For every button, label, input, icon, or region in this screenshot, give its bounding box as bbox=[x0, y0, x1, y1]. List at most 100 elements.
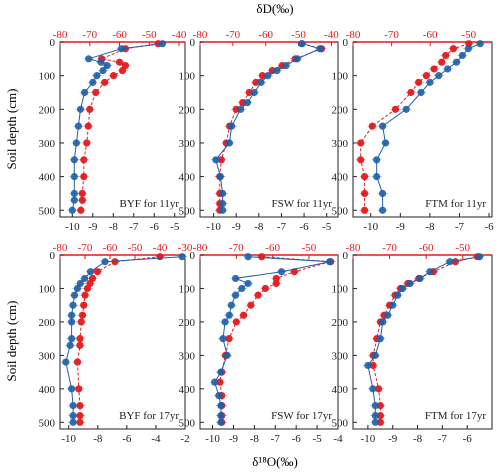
panel-title: FTM for 17yr bbox=[425, 410, 486, 422]
y-tick-label: 500 bbox=[179, 205, 196, 217]
y-tick-label: 0 bbox=[190, 250, 196, 262]
y-tick-label: 300 bbox=[39, 350, 56, 362]
bottom-tick-label: -9 bbox=[396, 221, 406, 233]
d18O-data-point bbox=[406, 279, 414, 288]
d18O-data-point bbox=[70, 173, 78, 181]
d18O-data-point bbox=[219, 335, 227, 343]
top-tick-label: -70 bbox=[382, 242, 397, 254]
d18O-data-point bbox=[69, 401, 77, 410]
d18O-data-point bbox=[444, 65, 452, 73]
d18O-data-point bbox=[216, 173, 224, 181]
dD-data-point bbox=[101, 78, 109, 86]
dD-data-point bbox=[75, 385, 83, 393]
dD-data-point bbox=[111, 258, 119, 266]
top-tick-label: -60 bbox=[423, 29, 438, 41]
dD-data-point bbox=[109, 72, 118, 80]
y-tick-label: 200 bbox=[39, 317, 56, 329]
bottom-tick-label: -7 bbox=[277, 221, 287, 233]
d18O-data-point bbox=[73, 284, 82, 293]
dD-data-point bbox=[80, 301, 88, 309]
y-tick-label: 200 bbox=[332, 104, 349, 116]
d18O-data-point bbox=[426, 268, 434, 276]
dD-data-point bbox=[76, 401, 84, 410]
y-tick-label: 100 bbox=[179, 71, 196, 83]
top-tick-label: -70 bbox=[226, 29, 241, 41]
dD-data-point bbox=[115, 58, 124, 66]
top-tick-label: -80 bbox=[346, 242, 361, 254]
dD-data-point bbox=[245, 88, 253, 97]
y-tick-label: 100 bbox=[332, 71, 349, 83]
d18O-data-point bbox=[426, 78, 434, 86]
dD-data-point bbox=[376, 401, 385, 410]
d18O-data-point bbox=[293, 55, 301, 63]
top-tick-label: -60 bbox=[265, 242, 280, 254]
d18O-data-point bbox=[376, 335, 384, 343]
y-tick-label: 400 bbox=[179, 384, 196, 396]
d18O-data-point bbox=[68, 318, 76, 326]
y-axis-title-top-row: Soil depth (cm) bbox=[4, 89, 19, 170]
y-tick-label: 400 bbox=[332, 384, 349, 396]
bottom-axis-title: δ¹⁸O(‰) bbox=[252, 454, 298, 469]
dD-data-point bbox=[252, 78, 260, 86]
d18O-data-point bbox=[326, 258, 334, 266]
top-tick-label: -50 bbox=[291, 29, 306, 41]
y-tick-label: 100 bbox=[39, 71, 56, 83]
dD-data-point bbox=[93, 268, 102, 276]
bottom-tick-label: -6 bbox=[299, 221, 309, 233]
d18O-data-point bbox=[282, 61, 290, 70]
bottom-tick-label: -7 bbox=[271, 433, 281, 445]
bottom-tick-label: -5 bbox=[170, 221, 180, 233]
top-tick-label: -60 bbox=[419, 242, 434, 254]
panels-group: -80 -70 -60 -50 -40-10 -9 -8 -7 -6 -5010020030040… bbox=[39, 29, 495, 445]
y-tick-label: 300 bbox=[179, 138, 196, 150]
d18O-data-point bbox=[68, 206, 76, 214]
panel-title: BYF for 17yr bbox=[119, 410, 179, 422]
dD-data-point bbox=[407, 88, 415, 97]
y-tick-label: 100 bbox=[179, 283, 196, 295]
d18O-data-point bbox=[217, 412, 225, 420]
top-tick-label: -80 bbox=[53, 242, 68, 254]
dD-data-point bbox=[376, 418, 385, 426]
d18O-data-point bbox=[378, 189, 387, 198]
dD-data-point bbox=[118, 67, 127, 75]
top-tick-label: -70 bbox=[384, 29, 399, 41]
bottom-tick-label: -9 bbox=[229, 433, 239, 445]
d18O-data-point bbox=[62, 358, 70, 366]
y-tick-label: 200 bbox=[332, 317, 349, 329]
dD-data-point bbox=[360, 206, 369, 214]
y-tick-label: 400 bbox=[39, 384, 56, 396]
panel-title: FTM for 11yr bbox=[425, 198, 486, 210]
dD-data-point bbox=[78, 189, 86, 198]
d18O-data-point bbox=[81, 274, 89, 283]
top-tick-label: -60 bbox=[112, 29, 127, 41]
d18O-data-point bbox=[399, 284, 407, 293]
dD-data-point bbox=[449, 45, 457, 53]
d18O-data-point bbox=[379, 318, 387, 326]
d18O-data-point bbox=[103, 61, 111, 70]
dD-data-point bbox=[83, 139, 91, 147]
dD-data-point bbox=[80, 173, 88, 181]
dD-data-point bbox=[258, 72, 267, 80]
d18O-data-point bbox=[85, 55, 93, 63]
dD-data-point bbox=[76, 412, 84, 420]
d18O-data-point bbox=[70, 196, 78, 204]
d18O-data-point bbox=[371, 351, 379, 359]
bottom-tick-label: -9 bbox=[88, 221, 98, 233]
d18O-data-point bbox=[89, 78, 97, 86]
d18O-data-point bbox=[66, 341, 74, 349]
top-tick-label: -60 bbox=[103, 242, 118, 254]
d18O-series-line bbox=[367, 256, 480, 423]
bottom-tick-label: -10 bbox=[361, 433, 376, 445]
d18O-data-point bbox=[371, 418, 379, 426]
top-tick-label: -80 bbox=[346, 29, 361, 41]
dD-data-point bbox=[290, 268, 299, 276]
panel-6: -80 -70 -60 -50-10 -9 -8 -7 -60100200300400500F… bbox=[332, 242, 493, 445]
top-axis-title: δD(‰) bbox=[256, 1, 293, 16]
d18O-data-point bbox=[223, 351, 231, 359]
d18O-data-point bbox=[99, 67, 107, 75]
top-tick-label: -50 bbox=[302, 242, 317, 254]
dD-data-point bbox=[84, 122, 92, 130]
dD-data-point bbox=[81, 291, 89, 299]
d18O-data-point bbox=[476, 40, 484, 48]
dD-data-point bbox=[375, 385, 383, 393]
